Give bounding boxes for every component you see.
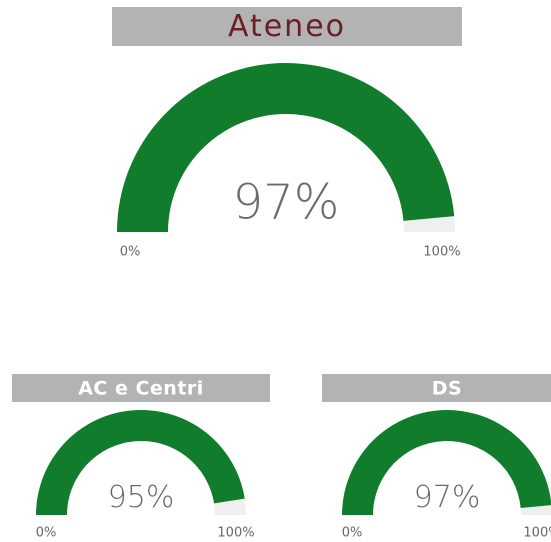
gauge-value: 97% [414,480,481,515]
gauge-fill [342,410,551,515]
gauge-range-label: 0% [342,526,363,541]
gauge-fill [36,409,245,515]
gauge-track [214,498,246,515]
gauge-range-label: 0% [36,526,57,541]
title-bar [322,374,551,402]
gauge-title: AC e Centri [78,378,204,400]
gauge-title: DS [432,378,462,400]
gauge-range-label: 0% [120,245,141,260]
gauge-fill [117,62,455,232]
gauge-value: 97% [233,175,340,231]
gauge-range-label: 100% [217,526,254,541]
gauge-track [520,505,551,515]
gauge-value: 95% [108,480,175,515]
title-bar [12,374,270,402]
gauge-range-label: 100% [523,526,551,541]
title-bar [112,7,462,46]
gauge-track [403,216,455,232]
gauge-range-label: 100% [423,245,460,260]
gauge-title: Ateneo [228,9,346,44]
